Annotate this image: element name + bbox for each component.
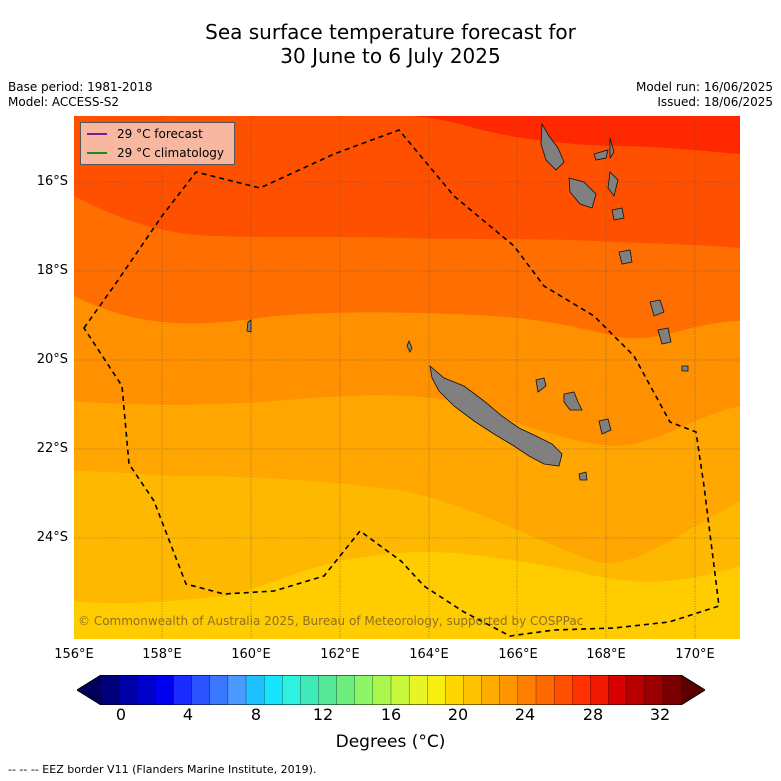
colorbar-segment bbox=[535, 675, 555, 705]
efate bbox=[611, 207, 625, 221]
islet-east bbox=[681, 365, 689, 372]
base-period: Base period: 1981-2018 bbox=[8, 80, 153, 94]
chart-title: Sea surface temperature forecast for 30 … bbox=[0, 20, 781, 68]
lat-label-20s: 20°S bbox=[36, 352, 68, 367]
legend: 29 °C forecast 29 °C climatology bbox=[80, 122, 235, 165]
colorbar-tick-24: 24 bbox=[514, 705, 536, 724]
erromango bbox=[618, 249, 633, 265]
colorbar-segment bbox=[644, 675, 664, 705]
issued-date: Issued: 18/06/2025 bbox=[657, 95, 773, 109]
colorbar-segment bbox=[590, 675, 610, 705]
colorbar-tick-12: 12 bbox=[312, 705, 334, 724]
lat-label-16s: 16°S bbox=[36, 174, 68, 189]
legend-climatology-label: 29 °C climatology bbox=[117, 146, 225, 160]
lon-label-162e: 162°E bbox=[320, 647, 360, 662]
colorbar-tick-28: 28 bbox=[582, 705, 604, 724]
aneityum bbox=[657, 327, 672, 345]
colorbar-segment bbox=[445, 675, 465, 705]
colorbar-segment bbox=[517, 675, 537, 705]
colorbar-segment bbox=[553, 675, 573, 705]
lon-label-160e: 160°E bbox=[231, 647, 271, 662]
colorbar-tick-8: 8 bbox=[250, 705, 262, 724]
colorbar-segment bbox=[662, 675, 682, 705]
legend-forecast: 29 °C forecast bbox=[87, 125, 203, 143]
land bbox=[246, 122, 689, 481]
colorbar-segment bbox=[300, 675, 320, 705]
colorbar-segment bbox=[408, 675, 428, 705]
colorbar-max-extend bbox=[681, 675, 705, 705]
eez-border bbox=[83, 129, 720, 637]
lon-label-170e: 170°E bbox=[675, 647, 715, 662]
lat-label-24s: 24°S bbox=[36, 530, 68, 545]
colorbar-segment bbox=[427, 675, 447, 705]
lon-label-166e: 166°E bbox=[498, 647, 538, 662]
title-line-1: Sea surface temperature forecast for bbox=[205, 20, 576, 44]
tanna bbox=[649, 299, 665, 317]
colorbar-segment bbox=[245, 675, 265, 705]
colorbar-segment bbox=[608, 675, 628, 705]
colorbar-segment bbox=[463, 675, 483, 705]
new-caledonia bbox=[429, 364, 563, 467]
title-line-2: 30 June to 6 July 2025 bbox=[280, 44, 501, 68]
colorbar-segment bbox=[372, 675, 392, 705]
colorbar-tick-20: 20 bbox=[447, 705, 469, 724]
colorbar-segment bbox=[499, 675, 519, 705]
malekula bbox=[568, 177, 597, 209]
model-name: Model: ACCESS-S2 bbox=[8, 95, 120, 109]
colorbar-tick-4: 4 bbox=[182, 705, 194, 724]
pentecost bbox=[607, 171, 619, 197]
colorbar bbox=[77, 675, 705, 705]
colorbar-title: Degrees (°C) bbox=[335, 732, 446, 752]
colorbar-tick-16: 16 bbox=[380, 705, 402, 724]
forecast-line-swatch bbox=[87, 133, 107, 135]
climatology-line-swatch bbox=[87, 152, 107, 154]
colorbar-segment bbox=[137, 675, 157, 705]
lon-label-158e: 158°E bbox=[142, 647, 182, 662]
isle-of-pines bbox=[578, 471, 588, 481]
lifou bbox=[563, 391, 583, 411]
lon-label-164e: 164°E bbox=[409, 647, 449, 662]
model-run: Model run: 16/06/2025 bbox=[635, 80, 773, 94]
colorbar-segment bbox=[173, 675, 193, 705]
lon-label-168e: 168°E bbox=[586, 647, 626, 662]
espiritu-santo bbox=[540, 122, 565, 171]
colorbar-min-extend bbox=[77, 675, 101, 705]
legend-forecast-label: 29 °C forecast bbox=[117, 127, 203, 141]
colorbar-segment bbox=[100, 675, 120, 705]
lon-label-156e: 156°E bbox=[54, 647, 94, 662]
band-29 bbox=[74, 116, 740, 154]
lat-label-18s: 18°S bbox=[36, 263, 68, 278]
meta-left: Base period: 1981-2018 Model: ACCESS-S2 bbox=[8, 80, 153, 110]
sst-map bbox=[74, 116, 740, 639]
sst-map-svg bbox=[74, 116, 740, 639]
colorbar-segment bbox=[227, 675, 247, 705]
legend-climatology: 29 °C climatology bbox=[87, 144, 224, 162]
eez-note: -- -- -- EEZ border V11 (Flanders Marine… bbox=[8, 763, 317, 776]
credit-text: © Commonwealth of Australia 2025, Bureau… bbox=[78, 614, 584, 628]
ouvea bbox=[535, 377, 547, 393]
colorbar-segment bbox=[318, 675, 338, 705]
colorbar-segment bbox=[118, 675, 138, 705]
colorbar-segment bbox=[390, 675, 410, 705]
colorbar-segment bbox=[282, 675, 302, 705]
ambae bbox=[593, 149, 609, 161]
graticule bbox=[74, 116, 740, 639]
maewo bbox=[609, 137, 615, 160]
colorbar-segment bbox=[191, 675, 211, 705]
chesterfield bbox=[246, 319, 252, 333]
colorbar-segment bbox=[626, 675, 646, 705]
islet-belep bbox=[406, 339, 413, 353]
colorbar-segment bbox=[263, 675, 283, 705]
colorbar-segment bbox=[209, 675, 229, 705]
meta-right: Model run: 16/06/2025 Issued: 18/06/2025 bbox=[636, 80, 773, 110]
colorbar-segment bbox=[572, 675, 592, 705]
mare bbox=[598, 418, 612, 435]
colorbar-segment bbox=[336, 675, 356, 705]
colorbar-segment bbox=[354, 675, 374, 705]
colorbar-tick-0: 0 bbox=[115, 705, 127, 724]
lat-label-22s: 22°S bbox=[36, 441, 68, 456]
colorbar-segment bbox=[155, 675, 175, 705]
colorbar-segment bbox=[481, 675, 501, 705]
colorbar-tick-32: 32 bbox=[649, 705, 671, 724]
